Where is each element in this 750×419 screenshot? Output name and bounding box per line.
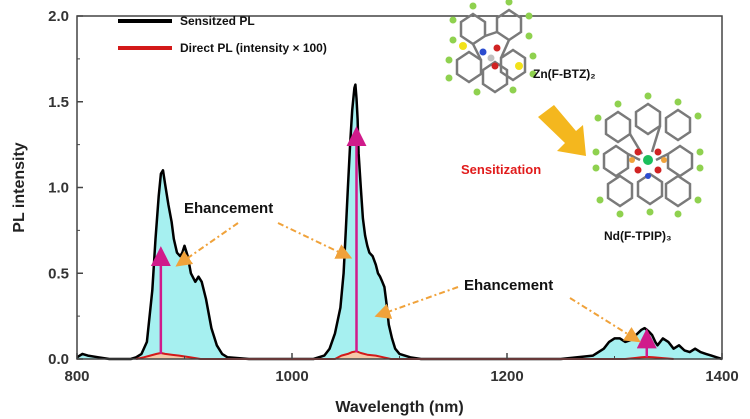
sensitization-arrow [538, 105, 586, 156]
x-tick-label-1: 1000 [275, 368, 308, 385]
sensitization-label: Sensitization [461, 162, 541, 177]
legend-label-sensitized: Sensitzed PL [180, 14, 255, 28]
pointer-to-peak-3 [569, 297, 641, 343]
pointer-to-peak-2 [277, 222, 353, 259]
zn-complex-image [445, 0, 537, 96]
y-tick-label-4: 2.0 [48, 8, 69, 25]
x-tick-label-3: 1400 [705, 368, 738, 385]
annotation-pointers [175, 222, 641, 343]
enhancement-arrow-layer [150, 126, 657, 358]
legend: Sensitzed PL Direct PL (intensity × 100) [118, 14, 327, 55]
y-tick-label-2: 1.0 [48, 180, 69, 197]
molecule-inset: Zn(F-BTZ)₂ Sensitization [445, 0, 704, 243]
axes-layer: 800 1000 1200 1400 0.0 0.5 1.0 1.5 2.0 Wavelength… [11, 8, 739, 416]
pointer-to-peak-1 [175, 222, 239, 267]
zn-complex-label: Zn(F-BTZ)₂ [533, 67, 596, 81]
series-layer [76, 83, 723, 361]
y-axis-label: PL intensity [11, 142, 28, 232]
x-axis-label: Wavelength (nm) [335, 399, 463, 416]
y-tick-label-0: 0.0 [48, 351, 69, 368]
x-tick-label-2: 1200 [490, 368, 523, 385]
nd-complex-image [592, 92, 704, 218]
legend-label-direct: Direct PL (intensity × 100) [180, 41, 327, 55]
x-tick-label-0: 800 [64, 368, 89, 385]
annotation-ehancement-2: Ehancement [464, 277, 553, 294]
pointer-to-peak-2b [374, 286, 459, 319]
nd-complex-label: Nd(F-TPIP)₃ [604, 229, 672, 243]
annotation-ehancement-1: Ehancement [184, 200, 273, 217]
y-tick-label-3: 1.5 [48, 94, 69, 111]
series-fill-0 [77, 84, 722, 359]
series-line-1 [135, 350, 674, 360]
y-tick-label-1: 0.5 [48, 265, 69, 282]
